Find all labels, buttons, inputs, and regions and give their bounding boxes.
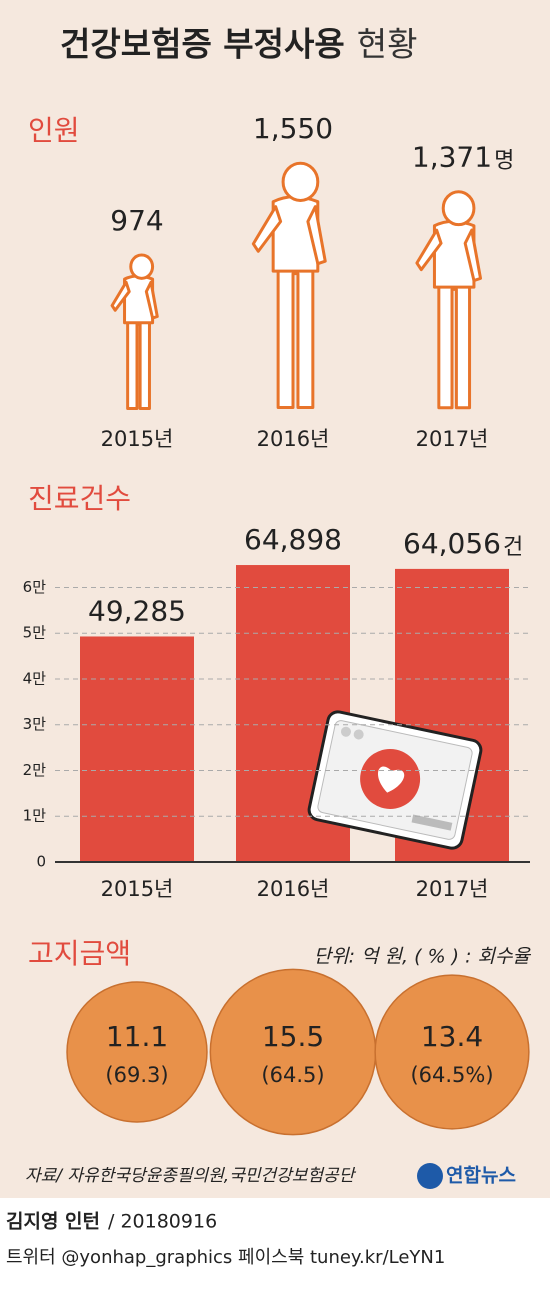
value-label: 64,898 — [244, 523, 342, 556]
y-tick-label: 1만 — [23, 807, 47, 825]
y-tick-label: 0 — [36, 853, 46, 871]
person-arm — [417, 230, 441, 269]
person — [417, 192, 481, 408]
person-arm — [253, 207, 280, 252]
value-label: 1,371 — [412, 141, 492, 174]
byline-date: / 20180916 — [108, 1211, 217, 1233]
value-label: 974 — [110, 204, 163, 237]
unit-label: 명 — [494, 149, 514, 174]
person-legs — [278, 256, 313, 407]
amount-circle — [374, 974, 530, 1130]
x-tick-label: 2016년 — [257, 877, 330, 901]
y-tick-label: 3만 — [23, 715, 47, 733]
person-arm — [146, 282, 157, 318]
person-arm — [308, 207, 325, 264]
value-label: 49,285 — [88, 594, 186, 627]
logo-icon — [417, 1163, 443, 1189]
person-head — [283, 163, 318, 200]
section-title: 고지금액 — [28, 937, 131, 970]
y-tick-label: 6만 — [23, 578, 47, 596]
rate-label: (69.3) — [105, 1063, 168, 1087]
byline-name: 김지영 인턴 — [6, 1211, 100, 1233]
x-tick-label: 2017년 — [416, 877, 489, 901]
x-tick-label: 2015년 — [101, 427, 174, 451]
section-title: 인원 — [28, 114, 80, 147]
person-head — [443, 192, 474, 225]
amount-label: 15.5 — [262, 1020, 324, 1053]
y-tick-label: 2만 — [23, 761, 47, 779]
x-tick-label: 2016년 — [257, 427, 330, 451]
person-head — [131, 255, 153, 278]
amount-label: 13.4 — [421, 1020, 483, 1053]
footer: 트위터 @yonhap_graphics 페이스북 tuney.kr/LeYN1 — [6, 1247, 445, 1268]
person-arm — [112, 282, 129, 310]
y-tick-label: 4만 — [23, 669, 47, 687]
person-arm — [465, 230, 480, 280]
person — [253, 163, 325, 407]
unit-note: 단위: 억 원, ( % ) : 회수율 — [314, 946, 532, 968]
section-title: 진료건수 — [28, 482, 131, 515]
x-tick-label: 2015년 — [101, 877, 174, 901]
title: 건강보험증 부정사용 — [60, 25, 345, 64]
bar — [80, 636, 194, 862]
source: 자료/ 자유한국당윤종필의원,국민건강보험공단 — [25, 1166, 357, 1186]
amount-circle — [66, 981, 208, 1123]
subtitle: 현황 — [357, 25, 418, 64]
rate-label: (64.5%) — [410, 1063, 493, 1087]
value-label: 1,550 — [253, 112, 333, 145]
person-legs — [439, 274, 470, 408]
amount-label: 11.1 — [106, 1020, 168, 1053]
unit-label: 건 — [503, 535, 523, 560]
value-label: 64,056 — [403, 527, 501, 560]
card-illustration — [307, 710, 483, 850]
person-legs — [128, 313, 150, 408]
logo: 연합뉴스 — [446, 1165, 516, 1187]
y-tick-label: 5만 — [23, 624, 47, 642]
person — [112, 255, 157, 409]
rate-label: (64.5) — [261, 1063, 324, 1087]
x-tick-label: 2017년 — [416, 427, 489, 451]
